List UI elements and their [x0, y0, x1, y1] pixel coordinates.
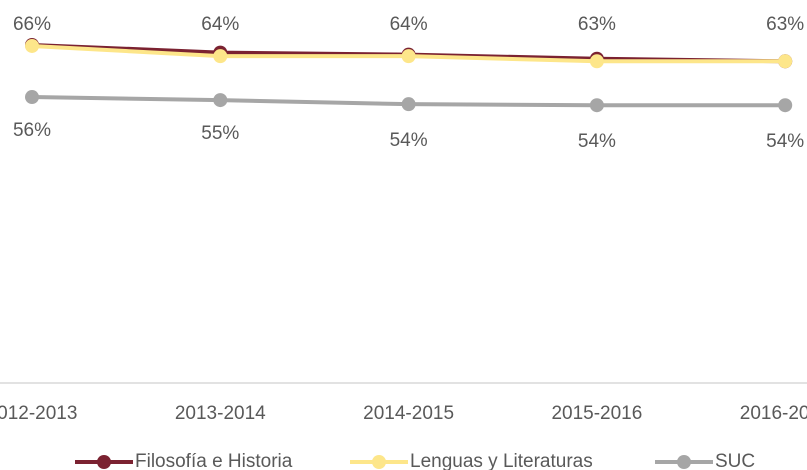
data-label: 54% [390, 130, 428, 151]
data-label: 54% [766, 131, 804, 152]
point [213, 49, 228, 64]
legend-label: SUC [715, 451, 755, 470]
data-label: 63% [766, 14, 804, 35]
data-label: 55% [201, 123, 239, 144]
data-label: 66% [13, 14, 51, 35]
data-label: 56% [13, 120, 51, 141]
x-tick-label: 2014-2015 [363, 403, 454, 424]
point [589, 98, 604, 113]
point [401, 49, 416, 64]
x-tick-label: 2015-2016 [551, 403, 642, 424]
data-label: 54% [578, 131, 616, 152]
legend-swatch-marker [677, 455, 691, 469]
point [401, 97, 416, 112]
point [213, 93, 228, 108]
legend-swatch-marker [372, 455, 386, 469]
x-tick-label: 2013-2014 [175, 403, 266, 424]
point [778, 54, 793, 69]
data-label: 64% [390, 14, 428, 35]
legend-label: Filosofía e Historia [135, 451, 293, 470]
x-tick-label: 2016-2017 [740, 403, 807, 424]
point [778, 98, 793, 113]
data-label: 64% [201, 14, 239, 35]
point [589, 54, 604, 69]
legend-swatch-marker [97, 455, 111, 469]
data-label: 63% [578, 14, 616, 35]
legend-label: Lenguas y Literaturas [410, 451, 593, 470]
point [25, 38, 39, 53]
x-tick-label: 2012-2013 [0, 403, 77, 424]
point [25, 90, 39, 105]
